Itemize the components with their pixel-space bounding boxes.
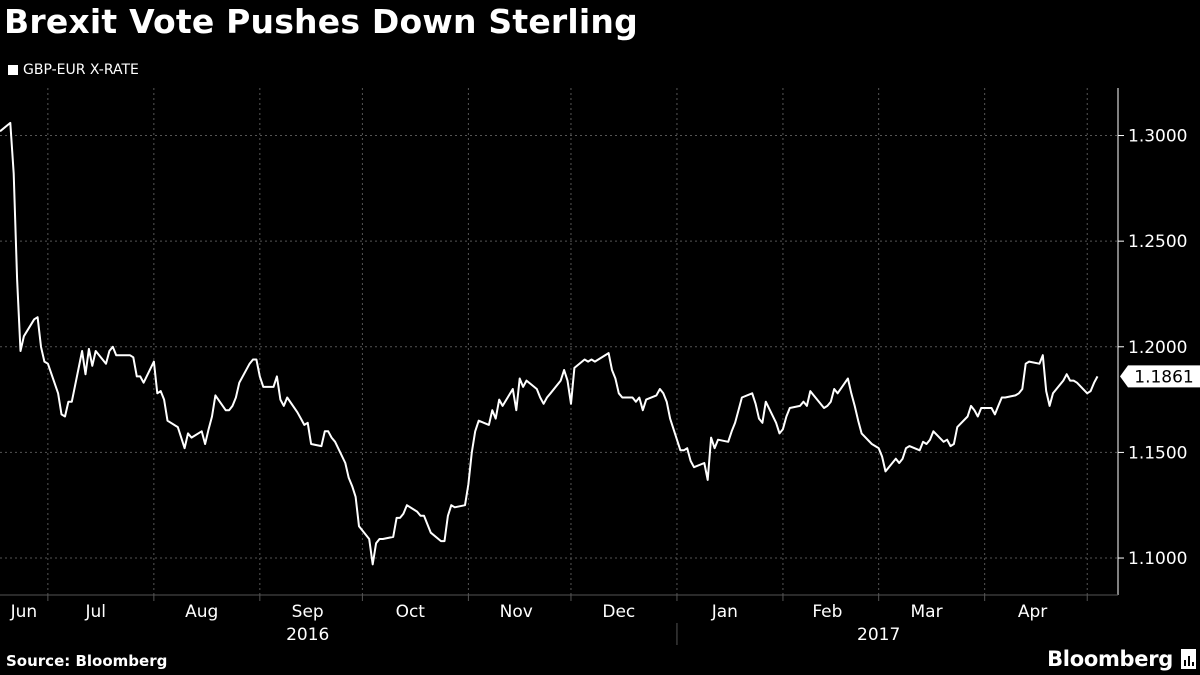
- x-month-label: Jul: [84, 602, 106, 622]
- x-axis-labels: Jun Jul Aug Sep Oct Nov Dec Jan Feb Mar Apr 2016 201…: [10, 602, 1048, 645]
- x-month-label: Apr: [1018, 602, 1047, 622]
- bloomberg-wordmark: Bloomberg: [1047, 647, 1173, 671]
- source-note: Source: Bloomberg: [6, 652, 168, 670]
- x-month-label: Oct: [396, 602, 426, 622]
- x-month-label: Jun: [10, 602, 38, 622]
- x-month-label: Dec: [602, 602, 635, 622]
- x-month-label: Mar: [910, 602, 942, 622]
- chart-title: Brexit Vote Pushes Down Sterling: [4, 2, 638, 41]
- x-month-label: Nov: [500, 602, 533, 622]
- y-tick-label: 1.2500: [1128, 232, 1187, 252]
- bloomberg-logo-icon: [1181, 649, 1196, 669]
- x-month-label: Sep: [292, 602, 324, 622]
- x-month-label: Aug: [185, 602, 218, 622]
- brand: Bloomberg: [1047, 647, 1196, 671]
- series-line-gbp-eur: [0, 121, 1099, 566]
- y-axis-labels: 1.1000 1.1500 1.2000 1.2500 1.3000: [1128, 127, 1187, 570]
- y-tick-label: 1.1000: [1128, 549, 1187, 569]
- legend-label: GBP-EUR X-RATE: [23, 62, 139, 78]
- x-month-label: Jan: [711, 602, 738, 622]
- x-month-label: Feb: [812, 602, 842, 622]
- last-value-label: 1.1861: [1134, 367, 1193, 387]
- series-layer: 1.1861: [0, 121, 1200, 566]
- legend-swatch: [8, 65, 18, 75]
- y-tick-label: 1.3000: [1128, 127, 1187, 147]
- grid-lines: [0, 88, 1118, 595]
- last-value-callout: 1.1861: [1120, 365, 1200, 388]
- last-value-badge: [1120, 365, 1200, 388]
- y-tick-label: 1.1500: [1128, 443, 1187, 463]
- x-year-label: 2016: [286, 625, 329, 645]
- y-tick-label: 1.2000: [1128, 338, 1187, 358]
- legend: GBP-EUR X-RATE: [8, 62, 139, 78]
- axes: [0, 88, 1124, 645]
- x-year-label: 2017: [857, 625, 900, 645]
